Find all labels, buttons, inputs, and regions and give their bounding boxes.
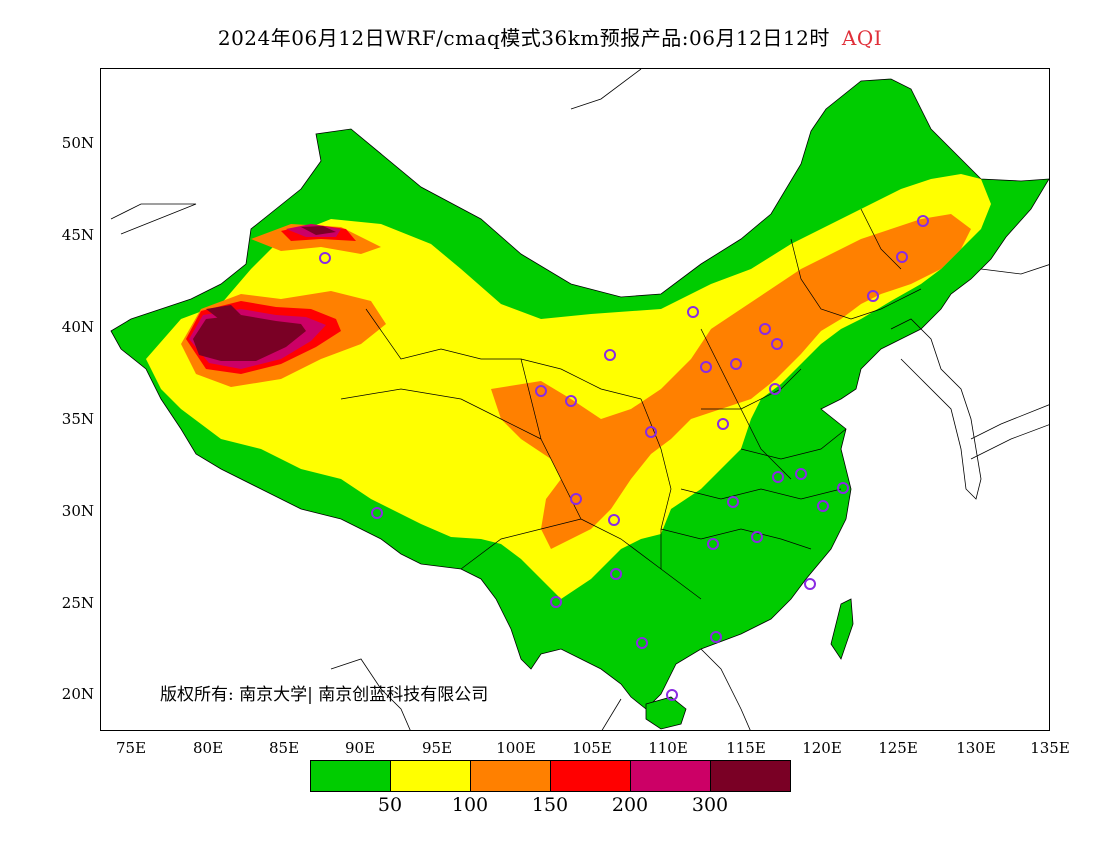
legend-swatch	[470, 761, 550, 791]
title-text: 2024年06月12日WRF/cmaq模式36km预报产品:06月12日12时	[217, 26, 830, 50]
aqi-zone-hazardous-small	[206, 305, 241, 319]
lon-label: 135E	[1030, 739, 1070, 757]
aqi-map	[110, 69, 1049, 730]
aqi-zone-hazardous	[193, 315, 306, 361]
coastlines	[110, 69, 1049, 730]
legend-swatch	[630, 761, 710, 791]
aqi-zone-hazardous-north	[301, 226, 336, 235]
map-title: 2024年06月12日WRF/cmaq模式36km预报产品:06月12日12时 A…	[0, 22, 1100, 51]
legend-swatch	[710, 761, 790, 791]
lon-label: 105E	[572, 739, 612, 757]
legend-tick: 50	[377, 794, 403, 816]
legend-tick: 300	[691, 794, 729, 816]
legend-swatch	[311, 761, 390, 791]
lon-label: 130E	[956, 739, 996, 757]
lon-label: 120E	[802, 739, 842, 757]
legend-swatch	[550, 761, 630, 791]
lon-label: 90E	[344, 739, 376, 757]
aqi-zone-yellow	[146, 174, 991, 599]
lon-label: 125E	[878, 739, 918, 757]
aqi-zone-orange-central	[491, 214, 971, 549]
lon-label: 100E	[496, 739, 536, 757]
lat-label: 35N	[61, 410, 94, 428]
lat-label: 30N	[61, 502, 94, 520]
copyright-text: 版权所有: 南京大学| 南京创蓝科技有限公司	[160, 685, 489, 705]
station-markers	[319, 215, 929, 701]
lon-label: 110E	[648, 739, 688, 757]
taiwan-island	[830, 598, 854, 660]
legend-tick: 150	[531, 794, 569, 816]
lat-label: 45N	[61, 226, 94, 244]
lon-label: 80E	[192, 739, 224, 757]
lat-label: 20N	[61, 685, 94, 703]
lat-label: 50N	[61, 134, 94, 152]
province-boundaries	[340, 208, 922, 600]
map-panel	[100, 68, 1050, 731]
lon-label: 95E	[421, 739, 453, 757]
legend-swatch	[390, 761, 470, 791]
color-legend	[310, 760, 791, 792]
title-variable: AQI	[841, 26, 883, 50]
lat-label: 40N	[61, 318, 94, 336]
lon-label: 75E	[115, 739, 147, 757]
legend-tick: 100	[451, 794, 489, 816]
hainan-island	[645, 696, 687, 730]
lon-label: 115E	[726, 739, 766, 757]
lon-label: 85E	[268, 739, 300, 757]
lat-label: 25N	[61, 594, 94, 612]
legend-tick: 200	[611, 794, 649, 816]
